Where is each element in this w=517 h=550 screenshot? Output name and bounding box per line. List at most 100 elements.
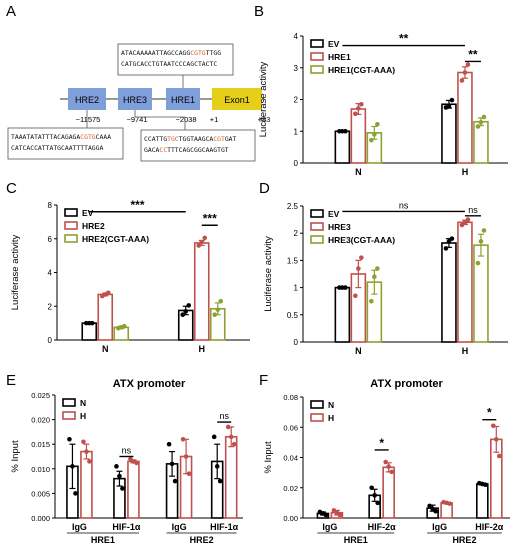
legend-swatch [310, 39, 324, 48]
data-point [231, 441, 237, 447]
data-point [218, 298, 224, 304]
segment-hre3-label: HRE3 [123, 95, 147, 105]
data-point [217, 478, 223, 484]
y-axis-label: % Input [263, 441, 274, 474]
position-label: −11575 [76, 115, 101, 124]
data-point [372, 132, 377, 137]
legend-swatch [310, 65, 324, 74]
sequence-segment: TAAATATATTTACAGAGA [11, 133, 80, 141]
data-point [67, 436, 72, 442]
y-axis-label: Luciferase activity [263, 236, 274, 312]
data-point [449, 97, 455, 103]
bar [97, 293, 114, 341]
data-point [459, 78, 465, 83]
data-point [81, 439, 86, 445]
sequence-segment: ATACAAAAATTAGCCAGG [121, 49, 190, 57]
bar [224, 436, 238, 519]
sequence-line: CATGCACCTGTAATCCCAGCTACTC [121, 60, 217, 68]
legend-label: HRE2 [82, 221, 105, 231]
data-point [465, 62, 471, 67]
sequence-segment: CATGCACCTGTAATCCCAGCTACTC [121, 60, 217, 68]
bar [441, 103, 457, 164]
data-point [359, 255, 364, 260]
legend-label: HRE2(CGT-AAA) [82, 234, 149, 244]
sequence-segment: TGC [167, 135, 179, 143]
data-point [375, 266, 380, 271]
group-label: HRE1 [344, 535, 368, 545]
data-point [481, 228, 487, 233]
panel-letter: D [259, 180, 270, 197]
data-point [462, 220, 468, 225]
legend-label: HRE3 [328, 222, 351, 232]
data-point [183, 454, 189, 459]
sequence-line: CCATTGTGCTGGTAAGCACGTGAT [144, 135, 237, 143]
data-point [447, 501, 452, 506]
segment-hre1-label: HRE1 [171, 95, 195, 105]
sequence-segment: TTGG [206, 49, 222, 57]
data-point [446, 239, 452, 244]
x-tick-label: HIF-2α [368, 522, 397, 532]
bar [350, 108, 367, 164]
group-label: HRE1 [91, 535, 115, 545]
sequence-box-hre3 [140, 129, 256, 162]
data-point [483, 482, 488, 488]
data-point [186, 471, 192, 477]
data-point [475, 260, 481, 266]
y-tick-label: 0.02 [283, 484, 298, 493]
legend-swatch [310, 413, 324, 422]
data-point [497, 453, 502, 459]
y-tick-label: 0.08 [283, 393, 298, 402]
segment-exon1-block [212, 88, 262, 110]
bar [127, 460, 140, 519]
y-tick-label: 4 [48, 269, 53, 278]
data-point [353, 111, 358, 117]
segment-hre2-label: HRE2 [75, 95, 99, 105]
data-point [180, 312, 186, 317]
position-label: +83 [258, 115, 271, 124]
data-point [169, 461, 175, 467]
sequence-segment: CGTG [190, 49, 206, 57]
legend-label: N [328, 400, 334, 410]
x-tick-label: H [462, 346, 469, 356]
sequence-segment: GACA [144, 146, 160, 154]
bar [382, 466, 395, 519]
y-tick-label: 0.015 [31, 440, 50, 449]
data-point [323, 512, 329, 518]
data-point [356, 266, 361, 271]
significance-label: *** [203, 211, 217, 225]
sequence-segment: CC [159, 146, 167, 154]
x-tick-label: HIF-2α [475, 522, 504, 532]
panel-e: E ATX promoter 0.000 0.005 0.010 0.015 0.020 0.… [6, 372, 243, 545]
legend-swatch [64, 234, 78, 243]
data-point [475, 124, 481, 129]
y-tick-label: 0.5 [287, 311, 299, 320]
panel-letter: E [6, 372, 16, 389]
y-axis-label: % Input [10, 440, 21, 473]
data-point [215, 307, 221, 312]
segment-hre3-block [118, 88, 152, 110]
chart-title: ATX promoter [370, 378, 443, 390]
panel-letter: F [259, 372, 268, 389]
data-point [117, 473, 122, 479]
data-point [481, 114, 487, 120]
segment-hre2-block [68, 88, 106, 110]
bar [334, 286, 351, 343]
y-tick-label: 0.06 [283, 423, 298, 432]
data-point [427, 503, 432, 509]
y-tick-label: 0.005 [31, 489, 50, 498]
legend-swatch [62, 411, 76, 420]
data-point [89, 320, 95, 326]
bar [457, 221, 473, 343]
x-tick-label: HIF-1α [112, 522, 141, 532]
bar [193, 242, 210, 341]
data-point [449, 236, 455, 241]
y-tick-label: 0.04 [283, 454, 298, 463]
data-point [369, 137, 374, 143]
panel-letter: C [6, 180, 17, 197]
x-tick-label: IgG [172, 522, 187, 532]
group-label: HRE2 [190, 535, 214, 545]
x-tick-label: N [102, 344, 109, 354]
position-label: −9741 [126, 115, 147, 124]
data-point [462, 70, 468, 75]
data-point [433, 508, 438, 514]
